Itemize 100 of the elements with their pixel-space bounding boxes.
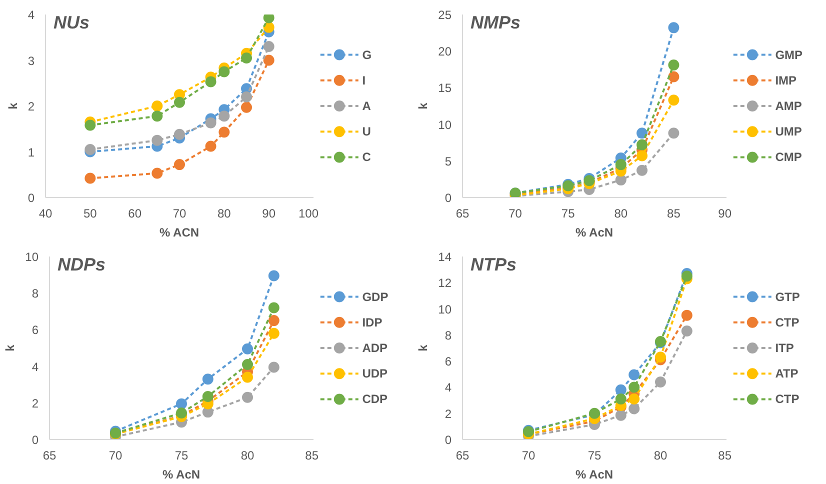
point	[668, 60, 680, 70]
x-tick-label: 40	[38, 206, 52, 220]
point	[636, 150, 648, 162]
point	[668, 128, 680, 139]
point	[268, 328, 280, 339]
point	[681, 270, 692, 282]
x-axis-title: % AcN	[162, 468, 200, 482]
x-tick-label: 80	[217, 206, 232, 220]
y-tick-label: 10	[25, 250, 39, 264]
x-tick-label: 50	[83, 206, 98, 220]
legend-label: ITP	[775, 341, 794, 355]
point	[668, 71, 680, 82]
point	[615, 384, 626, 396]
y-tick-label: 1	[28, 145, 35, 160]
point	[84, 172, 96, 184]
x-tick-label: 100	[298, 206, 319, 220]
point	[205, 140, 216, 152]
point	[263, 54, 274, 66]
legend-label: GMP	[775, 48, 803, 62]
legend-label: A	[362, 99, 372, 113]
point	[202, 374, 214, 385]
point	[268, 302, 280, 314]
y-tick-label: 12	[438, 276, 452, 290]
legend-label: CTP	[775, 315, 800, 330]
x-tick-label: 65	[456, 206, 470, 220]
point	[655, 376, 666, 388]
chart-title: NDPs	[58, 254, 106, 274]
y-tick-label: 2	[444, 406, 452, 421]
point	[628, 382, 640, 393]
y-axis-title: k	[3, 344, 18, 352]
point	[176, 398, 187, 410]
point	[628, 393, 640, 404]
y-axis-title: k	[416, 344, 430, 352]
x-tick-label: 85	[305, 448, 319, 462]
point	[655, 352, 666, 363]
legend-label: UMP	[775, 124, 802, 139]
point	[84, 120, 96, 131]
y-tick-label: 15	[438, 81, 452, 96]
point	[218, 66, 230, 78]
point	[681, 310, 692, 321]
point	[202, 391, 214, 402]
legend-label: ATP	[775, 366, 798, 381]
y-tick-label: 10	[438, 302, 452, 316]
y-tick-label: 0	[444, 191, 452, 205]
y-tick-label: 0	[444, 433, 452, 447]
x-tick-label: 80	[654, 448, 668, 462]
x-tick-label: 90	[262, 206, 276, 220]
point	[241, 91, 252, 102]
x-tick-label: 75	[588, 448, 602, 462]
y-axis-title: k	[416, 102, 430, 110]
y-tick-label: 8	[32, 286, 39, 301]
x-tick-label: 70	[108, 448, 122, 462]
x-axis-title: % AcN	[575, 468, 614, 482]
y-tick-label: 2	[28, 100, 35, 114]
chart-title: NMPs	[470, 12, 521, 32]
point	[152, 168, 163, 179]
point	[84, 144, 96, 155]
point	[174, 96, 185, 108]
point	[176, 407, 187, 418]
x-tick-label: 90	[718, 206, 732, 220]
y-tick-label: 14	[438, 250, 452, 264]
legend-label: G	[362, 48, 372, 62]
x-tick-label: 70	[508, 206, 522, 220]
point	[263, 14, 274, 24]
point	[628, 403, 640, 414]
x-tick-label: 80	[240, 448, 254, 462]
y-tick-label: 8	[444, 328, 452, 342]
point	[615, 174, 626, 186]
point	[636, 128, 648, 139]
point	[205, 76, 216, 88]
y-tick-label: 6	[444, 354, 452, 369]
point	[263, 41, 274, 52]
legend-label: CDP	[362, 392, 388, 406]
point	[268, 315, 280, 326]
y-tick-label: 10	[438, 118, 452, 132]
legend-label: IMP	[775, 73, 797, 88]
legend-label: CMP	[775, 150, 802, 164]
point	[241, 52, 252, 64]
point	[205, 117, 216, 128]
legend-label: U	[362, 124, 371, 139]
point	[242, 358, 253, 370]
y-tick-label: 0	[28, 191, 35, 205]
point	[152, 110, 163, 122]
point	[268, 362, 280, 373]
point	[152, 100, 163, 112]
point	[268, 270, 280, 282]
x-tick-label: 80	[614, 206, 628, 220]
point	[628, 369, 640, 380]
point	[636, 139, 648, 150]
point	[668, 22, 680, 34]
legend-label: AMP	[775, 99, 802, 113]
legend-label: CTP	[775, 392, 800, 406]
point	[681, 326, 692, 336]
x-axis-title: % ACN	[160, 226, 200, 240]
legend-label: GDP	[362, 290, 388, 304]
point	[615, 393, 626, 404]
point	[242, 372, 253, 383]
x-tick-label: 60	[128, 206, 142, 220]
y-tick-label: 4	[28, 8, 35, 22]
point	[174, 128, 185, 140]
